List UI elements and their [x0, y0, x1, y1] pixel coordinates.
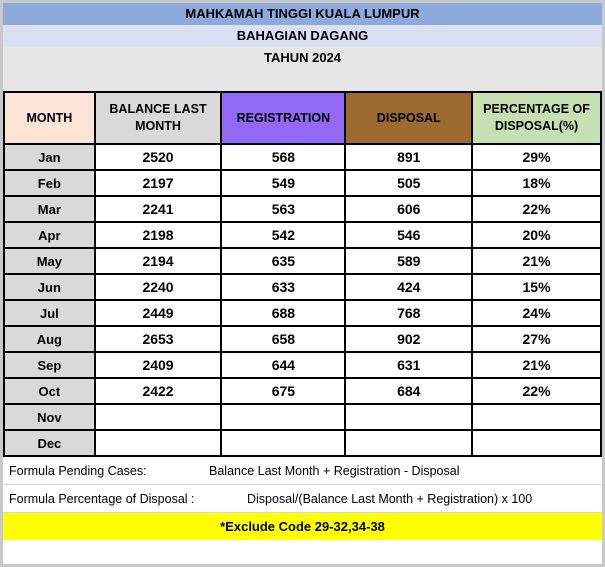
disposal-cell: 424: [344, 273, 474, 301]
percentage-cell: 29%: [471, 143, 602, 171]
registration-cell: 675: [220, 377, 347, 405]
table-row-dec: Dec: [3, 429, 602, 457]
percentage-cell: 18%: [471, 169, 602, 197]
title-spacer: [3, 69, 602, 91]
column-header-month: MONTH: [3, 91, 96, 145]
disposal-cell: [344, 429, 474, 457]
formula-percentage-row: Formula Percentage of Disposal : Disposa…: [3, 485, 602, 513]
registration-cell: 688: [220, 299, 347, 327]
month-cell: Feb: [3, 169, 96, 197]
table-row-aug: Aug 2653 658 902 27%: [3, 325, 602, 353]
formula-percentage-value: Disposal/(Balance Last Month + Registrat…: [247, 491, 533, 506]
balance-cell: 2240: [93, 273, 223, 301]
exclude-code-note: *Exclude Code 29-32,34-38: [3, 513, 602, 540]
month-cell: Dec: [3, 429, 96, 457]
registration-cell: 644: [220, 351, 347, 379]
disposal-cell: 684: [344, 377, 474, 405]
column-header-disposal: DISPOSAL: [344, 91, 474, 145]
month-cell: Jul: [3, 299, 96, 327]
registration-cell: 549: [220, 169, 347, 197]
table-row-sep: Sep 2409 644 631 21%: [3, 351, 602, 379]
column-header-registration: REGISTRATION: [220, 91, 347, 145]
table-row-jul: Jul 2449 688 768 24%: [3, 299, 602, 327]
balance-cell: 2197: [93, 169, 223, 197]
balance-cell: 2409: [93, 351, 223, 379]
month-cell: Jun: [3, 273, 96, 301]
balance-cell: 2422: [93, 377, 223, 405]
month-cell: Apr: [3, 221, 96, 249]
column-header-percentage-of-disposal: PERCENTAGE OF DISPOSAL(%): [471, 91, 602, 145]
percentage-cell: [471, 429, 602, 457]
balance-cell: 2241: [93, 195, 223, 223]
percentage-cell: 22%: [471, 377, 602, 405]
table-row-feb: Feb 2197 549 505 18%: [3, 169, 602, 197]
month-cell: Jan: [3, 143, 96, 171]
disposal-cell: 546: [344, 221, 474, 249]
balance-cell: [93, 403, 223, 431]
percentage-cell: 21%: [471, 351, 602, 379]
balance-cell: 2653: [93, 325, 223, 353]
formula-pending-row: Formula Pending Cases: Balance Last Mont…: [3, 457, 602, 485]
table-row-jan: Jan 2520 568 891 29%: [3, 143, 602, 171]
registration-cell: 633: [220, 273, 347, 301]
month-cell: May: [3, 247, 96, 275]
month-cell: Nov: [3, 403, 96, 431]
registration-cell: 563: [220, 195, 347, 223]
title-division: BAHAGIAN DAGANG: [3, 25, 602, 47]
balance-cell: 2198: [93, 221, 223, 249]
table-row-mar: Mar 2241 563 606 22%: [3, 195, 602, 223]
disposal-cell: 631: [344, 351, 474, 379]
percentage-cell: [471, 403, 602, 431]
disposal-cell: 768: [344, 299, 474, 327]
title-year: TAHUN 2024: [3, 47, 602, 69]
formula-pending-label: Formula Pending Cases:: [9, 463, 147, 478]
month-cell: Aug: [3, 325, 96, 353]
table-row-apr: Apr 2198 542 546 20%: [3, 221, 602, 249]
balance-cell: 2194: [93, 247, 223, 275]
table-row-may: May 2194 635 589 21%: [3, 247, 602, 275]
percentage-cell: 21%: [471, 247, 602, 275]
formula-pending-value: Balance Last Month + Registration - Disp…: [209, 463, 460, 478]
balance-cell: [93, 429, 223, 457]
title-court: MAHKAMAH TINGGI KUALA LUMPUR: [3, 3, 602, 25]
table-row-oct: Oct 2422 675 684 22%: [3, 377, 602, 405]
statistics-table: MONTH BALANCE LAST MONTH REGISTRATION DISPO…: [3, 91, 602, 457]
disposal-cell: 891: [344, 143, 474, 171]
disposal-cell: 589: [344, 247, 474, 275]
balance-cell: 2520: [93, 143, 223, 171]
table-header-row: MONTH BALANCE LAST MONTH REGISTRATION DISPO…: [3, 91, 602, 145]
balance-cell: 2449: [93, 299, 223, 327]
percentage-cell: 24%: [471, 299, 602, 327]
percentage-cell: 27%: [471, 325, 602, 353]
percentage-cell: 20%: [471, 221, 602, 249]
table-row-jun: Jun 2240 633 424 15%: [3, 273, 602, 301]
disposal-cell: 902: [344, 325, 474, 353]
table-row-nov: Nov: [3, 403, 602, 431]
registration-cell: 635: [220, 247, 347, 275]
registration-cell: [220, 429, 347, 457]
column-header-balance-last-month: BALANCE LAST MONTH: [93, 91, 223, 145]
percentage-cell: 15%: [471, 273, 602, 301]
registration-cell: [220, 403, 347, 431]
disposal-cell: 505: [344, 169, 474, 197]
month-cell: Mar: [3, 195, 96, 223]
percentage-cell: 22%: [471, 195, 602, 223]
disposal-cell: 606: [344, 195, 474, 223]
registration-cell: 658: [220, 325, 347, 353]
formula-percentage-label: Formula Percentage of Disposal :: [9, 491, 195, 506]
registration-cell: 568: [220, 143, 347, 171]
registration-cell: 542: [220, 221, 347, 249]
disposal-cell: [344, 403, 474, 431]
month-cell: Oct: [3, 377, 96, 405]
month-cell: Sep: [3, 351, 96, 379]
